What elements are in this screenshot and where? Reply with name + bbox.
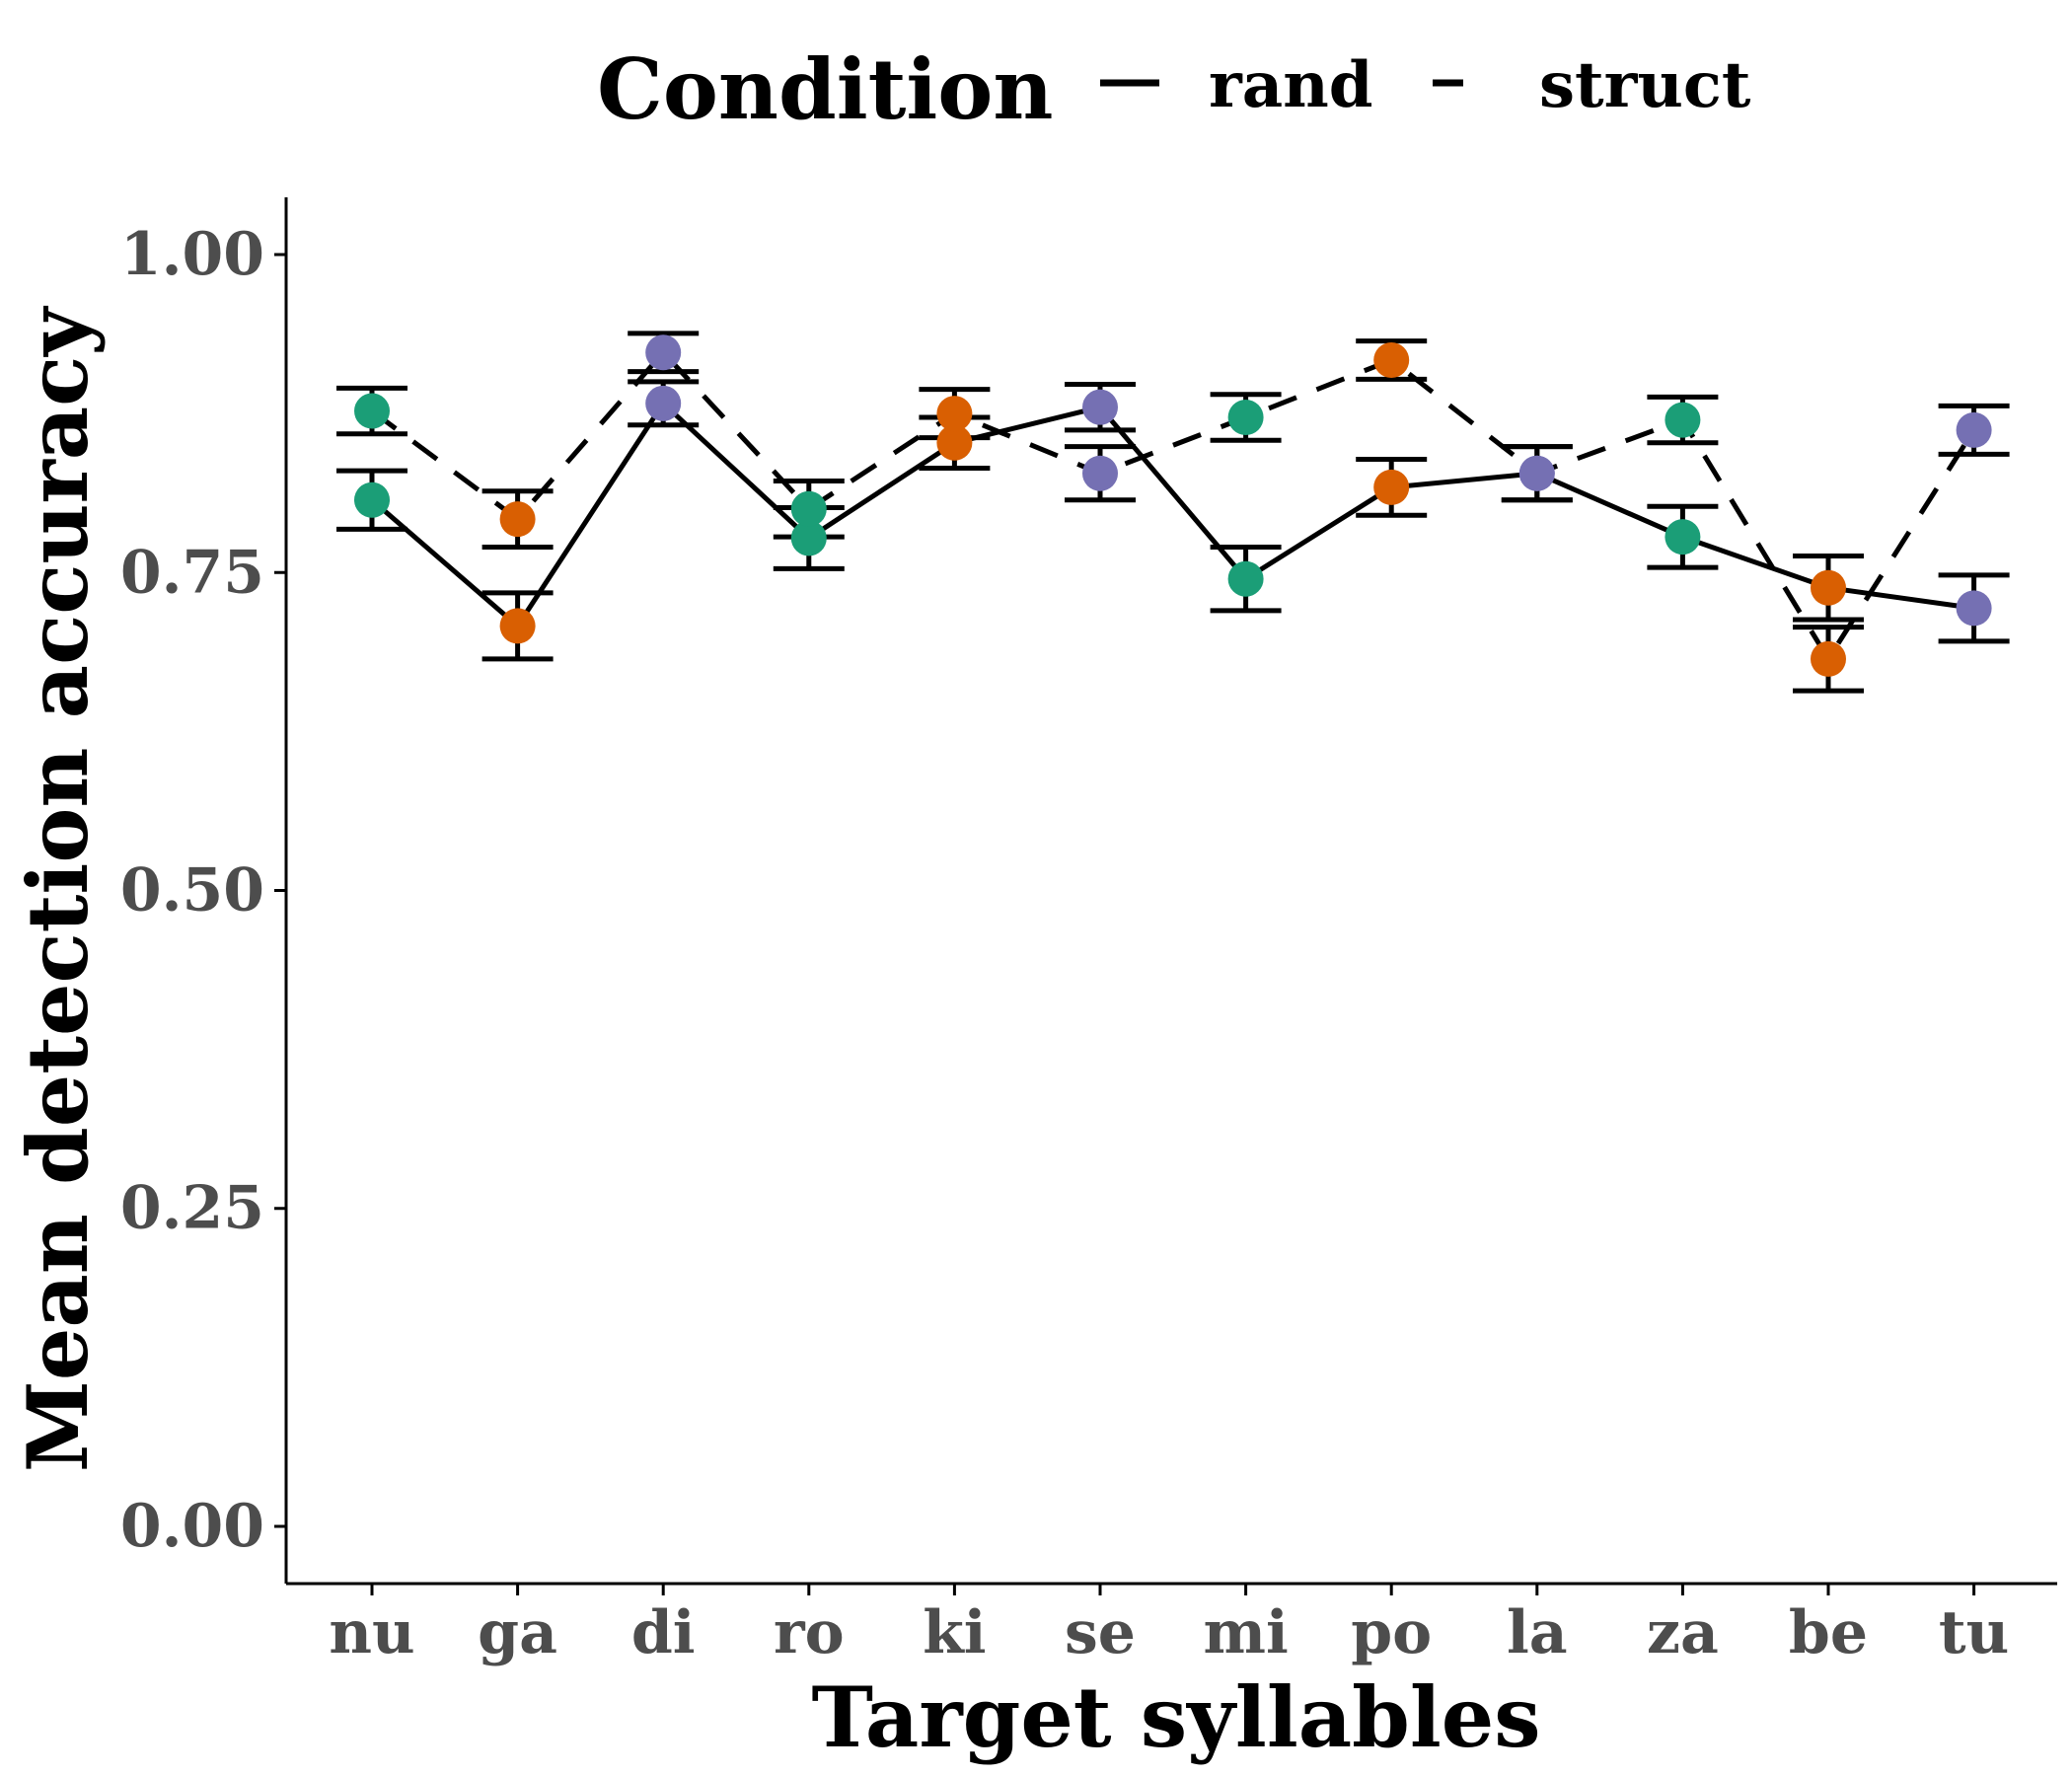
legend-label-struct: struct (1539, 48, 1751, 122)
x-ticks: nu ga di ro ki se mi po la za be tu (329, 1584, 2009, 1667)
series-line-rand (370, 399, 1974, 630)
point-struct-mi (1227, 399, 1264, 435)
point-rand-ro (790, 520, 827, 556)
point-struct-di (645, 334, 682, 371)
axes (284, 197, 2057, 1586)
x-tick-label-za: za (1647, 1598, 1719, 1667)
point-rand-ki (936, 424, 973, 461)
series-line-struct (370, 348, 1976, 664)
point-rand-be (1811, 569, 1846, 606)
y-tick-label: 0.75 (120, 538, 264, 607)
x-tick-label-se: se (1065, 1598, 1136, 1667)
legend-label-rand: rand (1209, 48, 1372, 122)
legend: Condition rand struct (597, 40, 1751, 138)
x-tick-label-ga: ga (478, 1598, 557, 1667)
x-tick-label-be: be (1789, 1598, 1868, 1667)
legend-title: Condition (597, 40, 1053, 138)
point-rand-nu (354, 481, 390, 518)
point-rand-di (645, 385, 682, 421)
point-rand-po (1373, 469, 1410, 505)
point-rand-ga (499, 608, 536, 644)
point-rand-se (1082, 389, 1118, 425)
y-axis-title: Mean detection accuracy (9, 306, 107, 1472)
y-tick-label: 1.00 (120, 220, 264, 289)
x-tick-label-la: la (1507, 1598, 1568, 1667)
point-struct-be (1811, 640, 1846, 677)
point-rand-za (1665, 519, 1701, 555)
point-rand-mi (1227, 560, 1264, 597)
x-tick-label-ro: ro (774, 1598, 845, 1667)
point-struct-la (1518, 455, 1555, 491)
point-struct-ki (936, 396, 973, 432)
x-axis-title: Target syllables (811, 1668, 1540, 1766)
y-ticks: 0.00 0.25 0.50 0.75 1.00 (120, 220, 286, 1561)
y-tick-label: 0.25 (120, 1174, 264, 1243)
x-tick-label-nu: nu (329, 1598, 414, 1667)
y-tick-label: 0.00 (120, 1492, 264, 1561)
y-tick-label: 0.50 (120, 856, 264, 925)
point-struct-ro (790, 490, 827, 527)
point-struct-tu (1956, 411, 1992, 448)
x-tick-label-ki: ki (923, 1598, 986, 1667)
x-tick-label-mi: mi (1203, 1598, 1288, 1667)
x-tick-label-di: di (631, 1598, 696, 1667)
point-struct-nu (354, 393, 390, 429)
plot-area (336, 331, 2010, 694)
x-tick-label-po: po (1351, 1598, 1432, 1667)
point-rand-tu (1956, 590, 1992, 627)
point-struct-ga (499, 501, 536, 538)
point-struct-za (1665, 402, 1701, 438)
point-struct-se (1082, 455, 1118, 491)
x-tick-label-tu: tu (1939, 1598, 2009, 1667)
point-struct-po (1373, 341, 1410, 378)
